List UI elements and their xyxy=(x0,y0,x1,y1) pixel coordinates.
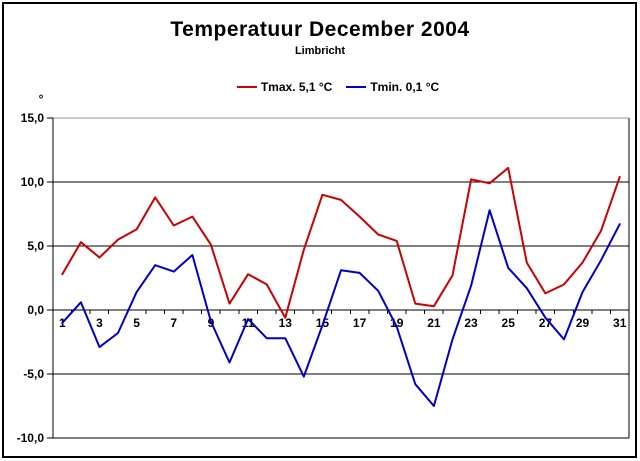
x-axis-label: 27 xyxy=(539,316,553,330)
legend-label-tmax: Tmax. 5,1 °C xyxy=(260,80,333,94)
y-axis-label: -5,0 xyxy=(23,367,44,381)
x-axis-label: 29 xyxy=(576,316,590,330)
legend-item-tmin: Tmin. 0,1 °C xyxy=(346,80,439,94)
chart-title: Temperatuur December 2004 xyxy=(170,18,470,41)
tmax-line-swatch xyxy=(236,86,257,88)
tmax-line xyxy=(61,166,621,319)
x-axis-label: 21 xyxy=(427,316,441,330)
x-axis-label: 7 xyxy=(170,316,177,330)
x-axis-label: 31 xyxy=(613,316,627,330)
x-axis-label: 13 xyxy=(279,316,293,330)
y-axis-label: 5,0 xyxy=(27,239,44,253)
x-axis-label: 25 xyxy=(502,316,516,330)
y-axis-label: -10,0 xyxy=(17,431,45,445)
chart-legend: Tmax. 5,1 °C Tmin. 0,1 °C xyxy=(18,80,640,94)
y-axis-label: 10,0 xyxy=(21,175,45,189)
y-axis-unit-symbol: ° xyxy=(39,92,44,106)
tmin-line xyxy=(61,209,621,407)
x-axis-label: 23 xyxy=(464,316,478,330)
legend-label-tmin: Tmin. 0,1 °C xyxy=(370,80,440,94)
x-axis-label: 17 xyxy=(353,316,367,330)
chart-subtitle: Limbricht xyxy=(294,45,346,57)
x-axis-label: 5 xyxy=(133,316,140,330)
tmin-line-swatch xyxy=(346,86,367,88)
legend-item-tmax: Tmax. 5,1 °C xyxy=(236,80,333,94)
x-axis-label: 3 xyxy=(96,316,103,330)
y-axis-label: 15,0 xyxy=(21,111,45,125)
y-axis-label: 0,0 xyxy=(27,303,44,317)
